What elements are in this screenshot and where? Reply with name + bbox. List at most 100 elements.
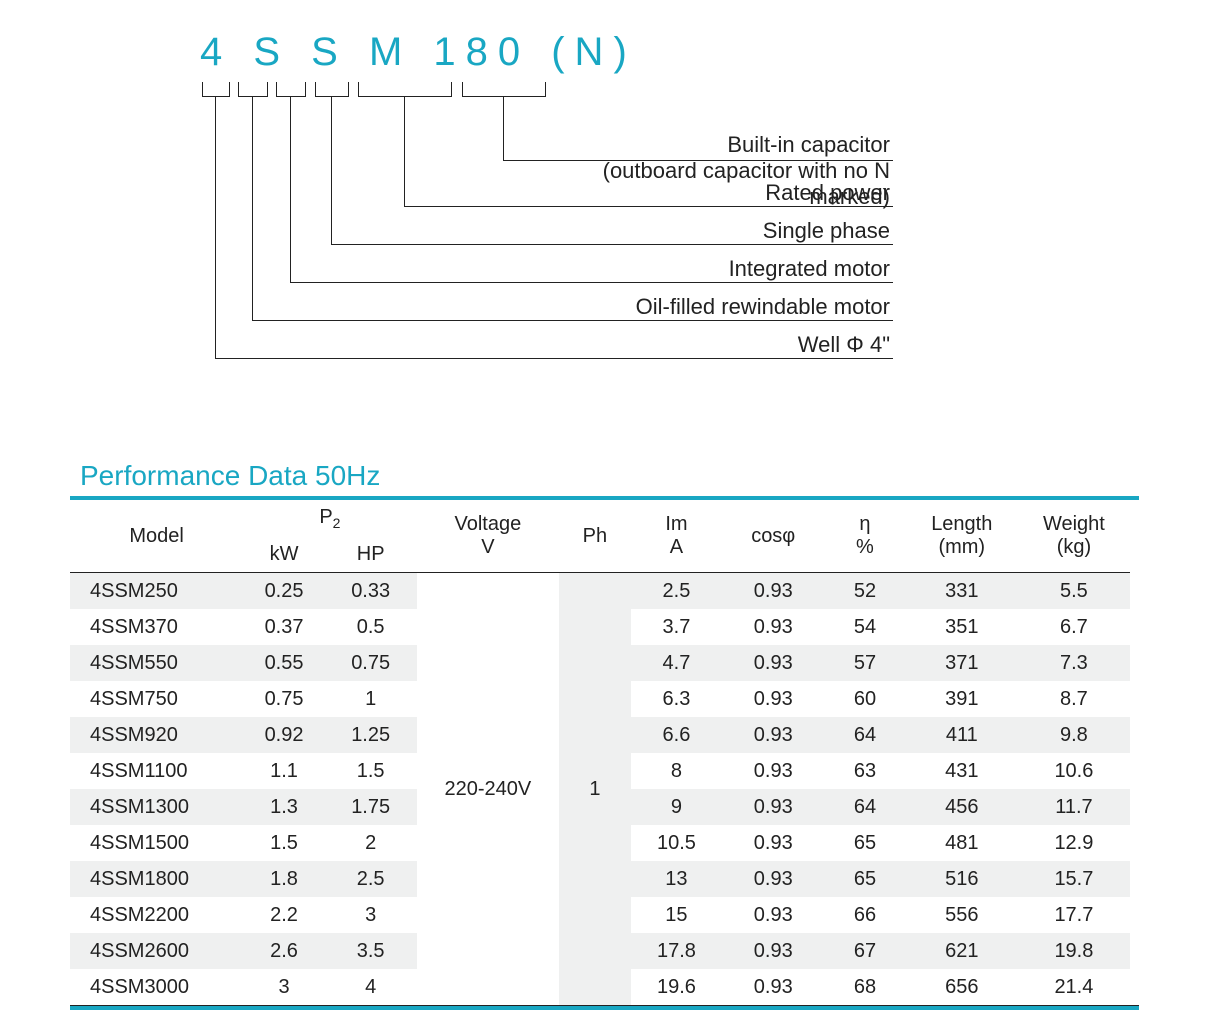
bracket-m	[315, 82, 349, 97]
cell-model: 4SSM1300	[70, 789, 243, 825]
col-p2-group: P2	[243, 500, 416, 537]
cell-model: 4SSM3000	[70, 969, 243, 1005]
cell-kw: 3	[243, 969, 325, 1005]
bracket-s2	[276, 82, 306, 97]
cell-kw: 0.55	[243, 645, 325, 681]
cell-weight: 8.7	[1018, 681, 1130, 717]
cell-voltage: 220-240V	[417, 573, 560, 1006]
cell-model: 4SSM750	[70, 681, 243, 717]
cell-cosphi: 0.93	[722, 753, 824, 789]
col-ph: Ph	[559, 500, 630, 573]
cell-length: 556	[906, 897, 1018, 933]
cell-model: 4SSM2200	[70, 897, 243, 933]
desc-180: Rated power	[590, 180, 890, 206]
leader-4-h	[215, 358, 893, 359]
leader-s1-h	[252, 320, 893, 321]
cell-weight: 12.9	[1018, 825, 1130, 861]
cell-model: 4SSM250	[70, 573, 243, 610]
cell-hp: 4	[325, 969, 417, 1005]
cell-length: 331	[906, 573, 1018, 610]
col-im: Im A	[631, 500, 723, 573]
col-model: Model	[70, 500, 243, 573]
cell-model: 4SSM1800	[70, 861, 243, 897]
cell-cosphi: 0.93	[722, 789, 824, 825]
cell-eta: 67	[824, 933, 906, 969]
col-weight: Weight (kg)	[1018, 500, 1130, 573]
cell-im: 2.5	[631, 573, 723, 610]
cell-ph: 1	[559, 573, 630, 1006]
leader-n-v	[503, 96, 504, 160]
cell-eta: 64	[824, 789, 906, 825]
cell-model: 4SSM2600	[70, 933, 243, 969]
col-eta: η %	[824, 500, 906, 573]
performance-table: Model P2 Voltage V Ph Im A cosφ η %	[70, 500, 1130, 1005]
cell-eta: 65	[824, 825, 906, 861]
leader-s2-v	[290, 96, 291, 282]
bracket-n	[462, 82, 546, 97]
cell-cosphi: 0.93	[722, 717, 824, 753]
cell-hp: 3	[325, 897, 417, 933]
cell-weight: 5.5	[1018, 573, 1130, 610]
leader-s2-h	[290, 282, 893, 283]
cell-length: 351	[906, 609, 1018, 645]
cell-length: 656	[906, 969, 1018, 1005]
cell-weight: 6.7	[1018, 609, 1130, 645]
cell-weight: 19.8	[1018, 933, 1130, 969]
cell-eta: 60	[824, 681, 906, 717]
cell-kw: 1.1	[243, 753, 325, 789]
col-hp: HP	[325, 537, 417, 573]
cell-im: 6.3	[631, 681, 723, 717]
bracket-4	[202, 82, 230, 97]
desc-s2: Integrated motor	[590, 256, 890, 282]
cell-cosphi: 0.93	[722, 825, 824, 861]
table-row: 4SSM2500.250.33220-240V12.50.93523315.5	[70, 573, 1130, 610]
col-length: Length (mm)	[906, 500, 1018, 573]
cell-hp: 0.5	[325, 609, 417, 645]
desc-4: Well Φ 4"	[590, 332, 890, 358]
cell-length: 481	[906, 825, 1018, 861]
cell-im: 10.5	[631, 825, 723, 861]
cell-cosphi: 0.93	[722, 573, 824, 610]
cell-length: 621	[906, 933, 1018, 969]
leader-m-v	[331, 96, 332, 244]
cell-model: 4SSM550	[70, 645, 243, 681]
bracket-180	[358, 82, 452, 97]
cell-model: 4SSM1100	[70, 753, 243, 789]
model-code-title: 4 S S M 180 (N)	[200, 30, 637, 75]
cell-hp: 2.5	[325, 861, 417, 897]
cell-kw: 0.37	[243, 609, 325, 645]
cell-eta: 63	[824, 753, 906, 789]
cell-weight: 11.7	[1018, 789, 1130, 825]
performance-title: Performance Data 50Hz	[80, 460, 1139, 492]
cell-hp: 0.75	[325, 645, 417, 681]
cell-eta: 66	[824, 897, 906, 933]
cell-cosphi: 0.93	[722, 861, 824, 897]
cell-im: 3.7	[631, 609, 723, 645]
cell-im: 4.7	[631, 645, 723, 681]
cell-eta: 68	[824, 969, 906, 1005]
leader-180-v	[404, 96, 405, 206]
cell-hp: 1.75	[325, 789, 417, 825]
cell-eta: 57	[824, 645, 906, 681]
cell-weight: 10.6	[1018, 753, 1130, 789]
leader-m-h	[331, 244, 893, 245]
cell-cosphi: 0.93	[722, 933, 824, 969]
cell-weight: 9.8	[1018, 717, 1130, 753]
leader-4-v	[215, 96, 216, 358]
cell-length: 411	[906, 717, 1018, 753]
cell-im: 9	[631, 789, 723, 825]
cell-length: 431	[906, 753, 1018, 789]
cell-hp: 3.5	[325, 933, 417, 969]
cell-kw: 0.92	[243, 717, 325, 753]
cell-kw: 2.2	[243, 897, 325, 933]
cell-weight: 15.7	[1018, 861, 1130, 897]
performance-bottom-rule	[70, 1005, 1139, 1010]
col-kw: kW	[243, 537, 325, 573]
cell-model: 4SSM1500	[70, 825, 243, 861]
cell-hp: 2	[325, 825, 417, 861]
cell-eta: 54	[824, 609, 906, 645]
cell-cosphi: 0.93	[722, 645, 824, 681]
col-voltage: Voltage V	[417, 500, 560, 573]
cell-im: 19.6	[631, 969, 723, 1005]
col-cosphi: cosφ	[722, 500, 824, 573]
